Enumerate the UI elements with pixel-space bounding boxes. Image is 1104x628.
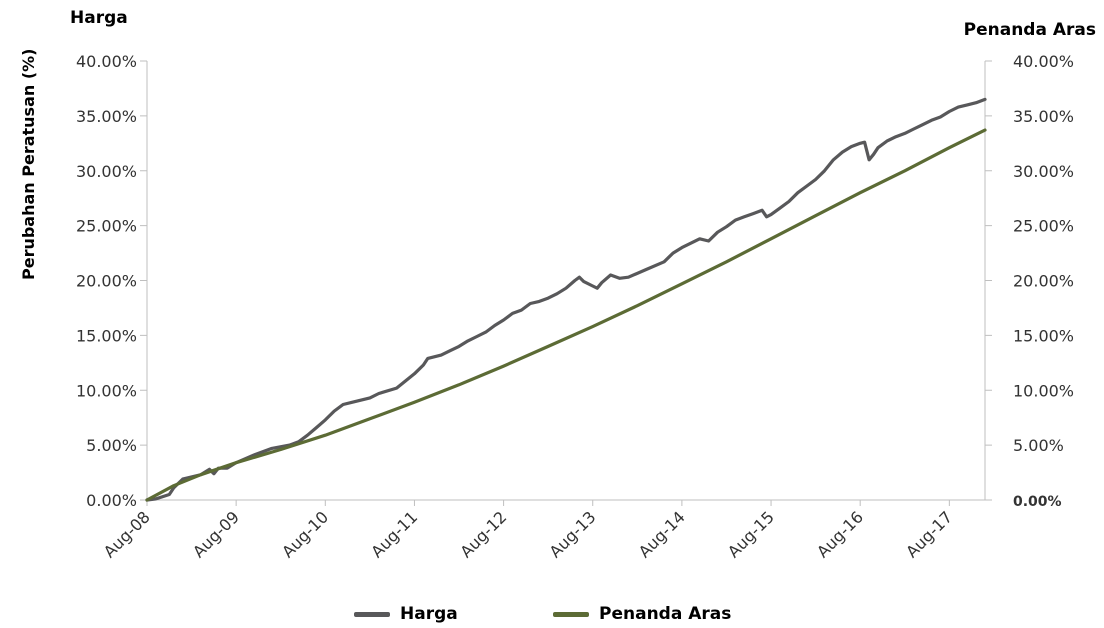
y-left-tick-label: 30.00% <box>76 162 137 181</box>
y-right-tick-label: 0.00% <box>1013 494 1062 510</box>
y-axis-label: Perubahan Peratusan (%) <box>19 48 38 281</box>
x-tick-label: Aug-13 <box>546 507 600 561</box>
y-right-tick-label: 20.00% <box>1013 272 1074 291</box>
x-tick-label: Aug-11 <box>367 507 421 561</box>
axes <box>140 60 992 506</box>
x-tick-label: Aug-16 <box>813 507 867 561</box>
y-left-tick-label: 10.00% <box>76 381 137 400</box>
y-right-tick-label: 25.00% <box>1013 217 1074 236</box>
tick-layer: 0.00% 0.00% 5.00% 5.00% 10.00% 10.00% 15.00% 15… <box>76 52 1074 561</box>
x-tick-label: Aug-10 <box>278 507 332 561</box>
left-axis-title: Harga <box>70 8 128 28</box>
y-left-tick-label: 5.00% <box>86 436 137 455</box>
legend-swatch-penanda-aras <box>553 611 589 617</box>
x-tick-label: Aug-15 <box>724 507 778 561</box>
x-tick-label: Aug-12 <box>456 507 510 561</box>
y-right-tick-label: 30.00% <box>1013 162 1074 181</box>
series-penanda-aras-line <box>145 128 987 502</box>
x-tick-label: Aug-14 <box>635 507 689 561</box>
legend-item-penanda-aras: Penanda Aras <box>553 604 731 624</box>
legend-label-harga: Harga <box>400 604 458 624</box>
y-left-tick-label: 25.00% <box>76 217 137 236</box>
y-left-tick-label: 0.00% <box>86 491 137 510</box>
y-right-tick-label: 15.00% <box>1013 326 1074 345</box>
y-right-tick-label: 5.00% <box>1013 436 1064 455</box>
legend-item-harga: Harga <box>354 604 458 624</box>
y-right-tick-label: 10.00% <box>1013 381 1074 400</box>
x-tick-label: Aug-09 <box>189 507 243 561</box>
legend-label-penanda-aras: Penanda Aras <box>599 604 732 624</box>
y-left-tick-label: 35.00% <box>76 107 137 126</box>
y-right-tick-label: 35.00% <box>1013 107 1074 126</box>
series-harga-line <box>145 97 987 502</box>
x-tick-label: Aug-17 <box>902 507 956 561</box>
y-left-tick-label: 15.00% <box>76 326 137 345</box>
series-layer <box>145 97 987 502</box>
y-left-tick-label: 20.00% <box>76 272 137 291</box>
right-axis-title: Penanda Aras <box>963 20 1096 40</box>
x-tick-label: Aug-08 <box>100 507 154 561</box>
y-left-tick-label: 40.00% <box>76 52 137 71</box>
legend-swatch-harga <box>354 611 390 617</box>
y-right-tick-label: 40.00% <box>1013 52 1074 71</box>
